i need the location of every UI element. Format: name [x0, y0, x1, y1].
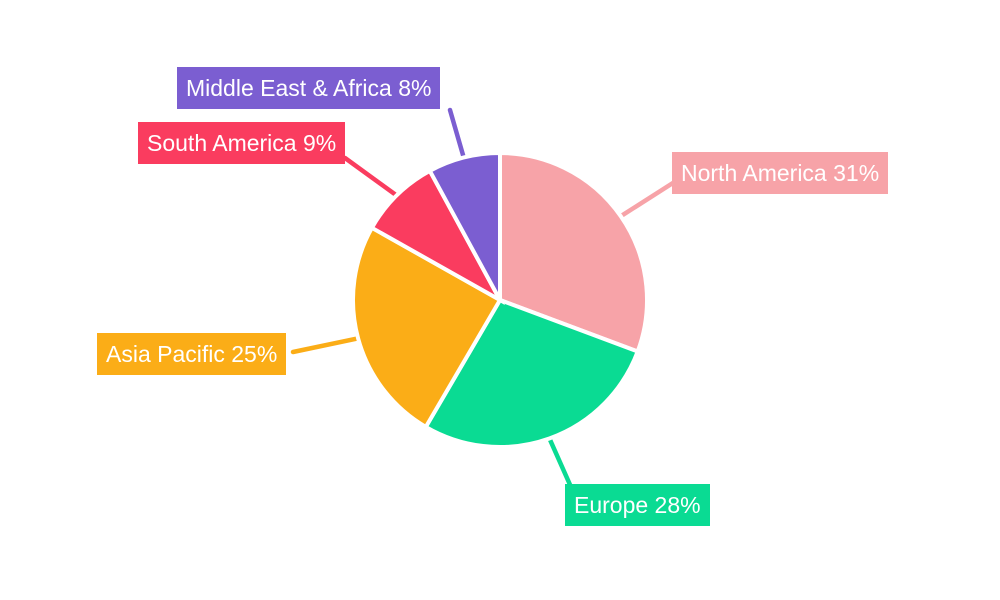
- leader-line-europe: [546, 434, 574, 490]
- leader-line-middle-east-africa: [447, 107, 467, 162]
- slice-label-north-america: North America 31%: [672, 152, 889, 194]
- pie-slice-middle-east-africa[interactable]: [427, 150, 502, 301]
- slice-label-middle-east-africa: Middle East & Africa 8%: [177, 67, 441, 109]
- slice-label-europe: Europe 28%: [565, 484, 710, 526]
- pie-slices: [351, 150, 649, 449]
- leader-line-asia-pacific: [290, 335, 363, 355]
- leader-line-north-america: [616, 178, 679, 220]
- pie-slice-north-america[interactable]: [498, 150, 649, 355]
- slice-label-asia-pacific: Asia Pacific 25%: [97, 333, 287, 375]
- pie-slice-asia-pacific[interactable]: [351, 225, 503, 430]
- leader-lines: [290, 107, 679, 490]
- slice-label-south-america: South America 9%: [138, 122, 346, 164]
- leader-line-south-america: [342, 155, 401, 199]
